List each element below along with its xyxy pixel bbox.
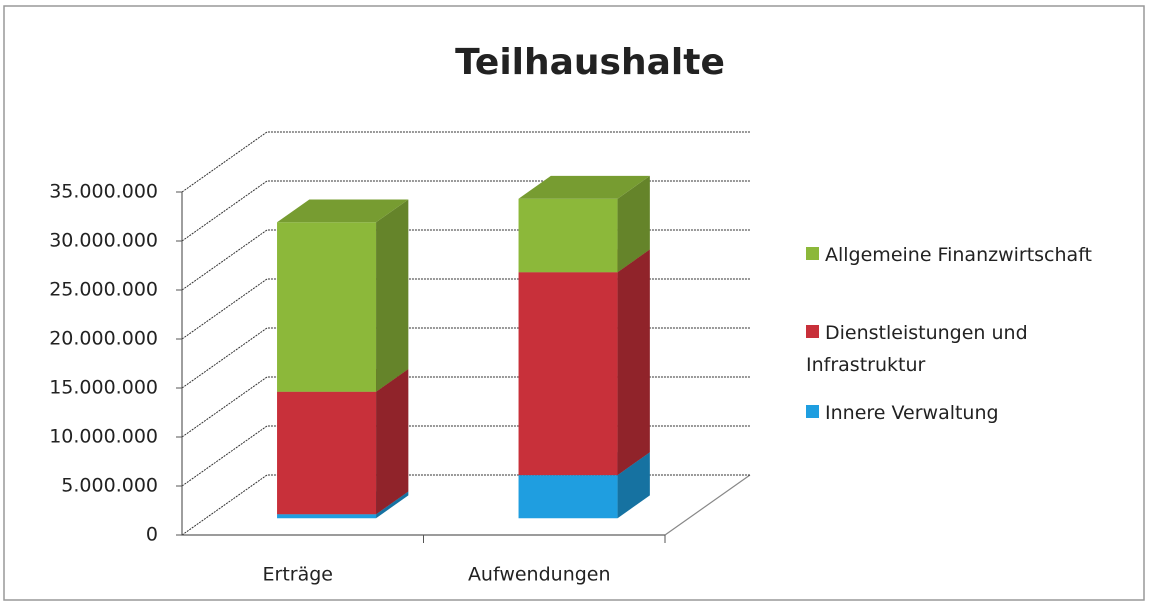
legend-swatch bbox=[806, 405, 819, 418]
grid-line bbox=[181, 180, 750, 242]
y-tick-label: 25.000.000 bbox=[49, 279, 158, 301]
bar-front bbox=[518, 272, 618, 476]
bar-side bbox=[617, 175, 650, 273]
legend-label: Innere Verwaltung bbox=[825, 402, 999, 424]
y-tick-label: 5.000.000 bbox=[61, 475, 158, 497]
legend-entry: Allgemeine Finanzwirtschaft bbox=[806, 239, 1106, 271]
y-tick-label: 35.000.000 bbox=[49, 181, 158, 203]
x-tick-label: Aufwendungen bbox=[468, 564, 611, 586]
x-tick-label: Erträge bbox=[263, 564, 333, 586]
y-tick-label: 15.000.000 bbox=[49, 377, 158, 399]
grid-line bbox=[181, 278, 750, 340]
grid-line bbox=[181, 474, 750, 536]
bar-top bbox=[518, 175, 650, 199]
bar-side bbox=[617, 249, 650, 476]
grid-line bbox=[181, 327, 750, 389]
bar-side bbox=[376, 491, 409, 519]
bar-side bbox=[376, 368, 409, 515]
bar-front bbox=[277, 391, 377, 515]
bar-front bbox=[277, 222, 377, 392]
bar-front bbox=[518, 475, 618, 519]
chart-border bbox=[3, 5, 1145, 601]
grid-line bbox=[181, 425, 750, 487]
bar-front bbox=[518, 198, 618, 273]
y-tick-label: 20.000.000 bbox=[49, 328, 158, 350]
y-tick-label: 10.000.000 bbox=[49, 426, 158, 448]
back-wall-edge bbox=[181, 192, 751, 536]
legend-label: Dienstleistungen und Infrastruktur bbox=[806, 322, 1028, 376]
legend-entry: Innere Verwaltung bbox=[806, 397, 1106, 429]
chart-title: Teilhaushalte bbox=[455, 42, 725, 83]
bar-side bbox=[376, 199, 409, 392]
bar-front bbox=[277, 514, 377, 519]
legend-swatch bbox=[806, 247, 819, 260]
legend-entry: Dienstleistungen und Infrastruktur bbox=[806, 317, 1106, 381]
legend-swatch bbox=[806, 325, 819, 338]
grid-line bbox=[181, 376, 750, 438]
bar-side bbox=[617, 452, 650, 519]
bar-top bbox=[277, 199, 409, 223]
y-tick-label: 30.000.000 bbox=[49, 230, 158, 252]
grid-line bbox=[181, 131, 750, 193]
legend-label: Allgemeine Finanzwirtschaft bbox=[825, 244, 1092, 266]
y-tick-label: 0 bbox=[146, 524, 158, 546]
grid-line bbox=[181, 229, 750, 291]
